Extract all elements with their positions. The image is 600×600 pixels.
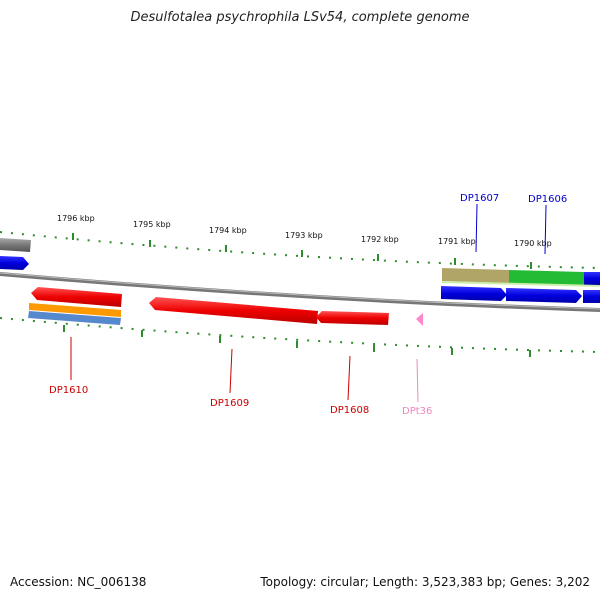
- gene-dp1610-arrow: [31, 287, 122, 307]
- trna-dpt36-marker: [416, 313, 423, 326]
- label-dp1609: DP1609: [210, 398, 249, 409]
- tick-label-1793: 1793 kbp: [285, 231, 323, 240]
- accession-label: Accession: NC_006138: [10, 575, 147, 589]
- green-feature-bar: [509, 270, 584, 285]
- gene-dp1608-arrow: [316, 311, 389, 325]
- genome-summary: Topology: circular; Length: 3,523,383 bp…: [260, 575, 590, 589]
- leader-dp1609: [229, 348, 233, 394]
- map-title: Desulfotalea psychrophila LSv54, complet…: [130, 10, 470, 25]
- tick-track-lower: [0, 317, 600, 353]
- tick-label-1795: 1795 kbp: [133, 220, 171, 229]
- leader-dp1607: [475, 203, 478, 253]
- gene-dp1609-arrow: [149, 297, 318, 324]
- leader-dpt36: [416, 358, 419, 403]
- label-dpt36: DPt36: [402, 406, 432, 417]
- orange-feature-bar: [29, 303, 121, 317]
- tick-track-upper: [0, 231, 600, 269]
- label-dp1608: DP1608: [330, 405, 369, 416]
- gene-dp1607-arrow: [441, 286, 507, 301]
- label-dp1607: DP1607: [460, 193, 499, 204]
- tick-label-1794: 1794 kbp: [209, 226, 247, 235]
- tick-label-1790: 1790 kbp: [514, 239, 552, 248]
- tick-label-1792: 1792 kbp: [361, 235, 399, 244]
- major-ticks-upper: [72, 233, 532, 269]
- label-dp1606: DP1606: [528, 194, 567, 205]
- steel-feature-bar: [28, 311, 121, 325]
- leader-dp1608: [347, 355, 351, 401]
- gray-feature-left: [0, 238, 31, 252]
- blue-arrow-left-edge: [0, 256, 29, 270]
- olive-feature-bar: [442, 268, 509, 283]
- major-ticks-lower: [63, 325, 531, 357]
- tick-label-1791: 1791 kbp: [438, 237, 476, 246]
- leader-dp1606: [544, 204, 547, 255]
- blue-feature-bar-top: [584, 272, 600, 285]
- gene-dp1606-arrow: [506, 288, 582, 303]
- genome-backbone: [0, 272, 600, 312]
- tick-label-1796: 1796 kbp: [57, 214, 95, 223]
- label-dp1610: DP1610: [49, 385, 88, 396]
- blue-arrow-right-edge: [583, 290, 600, 303]
